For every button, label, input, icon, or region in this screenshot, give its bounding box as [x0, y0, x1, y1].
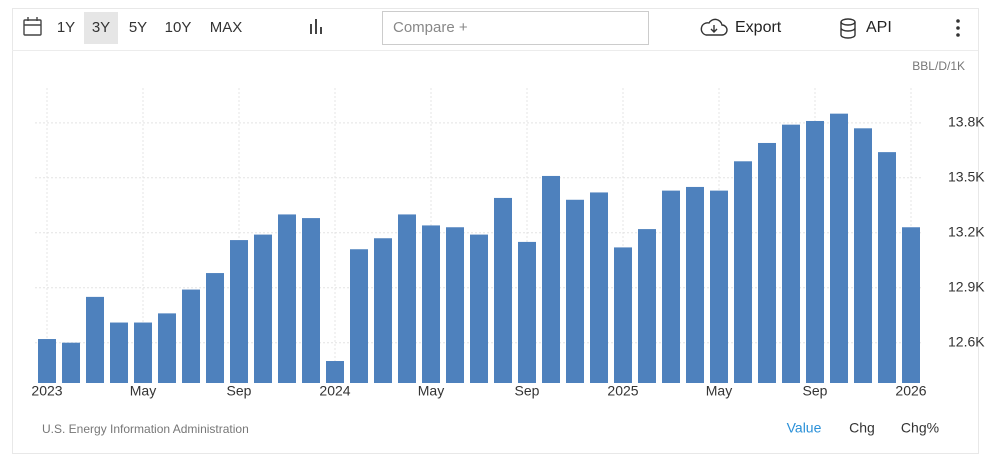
bar [518, 241, 536, 383]
y-tick-label: 13.8K [948, 114, 985, 130]
range-button[interactable]: MAX [210, 19, 243, 36]
bar [350, 249, 368, 383]
x-tick-label: 2026 [895, 383, 926, 399]
bar [830, 113, 848, 384]
source: U.S. Energy Information Administration [42, 422, 249, 436]
x-tick-label: Sep [227, 383, 252, 399]
bar [86, 296, 104, 383]
x-tick-label: 2024 [319, 383, 350, 399]
export-icon[interactable] [700, 18, 728, 36]
y-tick-label: 12.9K [948, 278, 985, 294]
bar [854, 128, 872, 383]
bar [38, 339, 56, 383]
bar [686, 186, 704, 383]
range-selected-bg [84, 12, 118, 44]
x-tick-label: 2023 [31, 383, 62, 399]
x-tick-label: 2025 [607, 383, 638, 399]
mode-button[interactable]: Chg% [901, 420, 939, 436]
bar [590, 192, 608, 383]
bar [566, 199, 584, 383]
bar [494, 197, 512, 383]
range-button[interactable]: 3Y [92, 19, 110, 36]
unit-label: BBL/D/1K [912, 59, 965, 73]
bar [734, 161, 752, 383]
bar [422, 225, 440, 383]
more-menu[interactable] [956, 19, 960, 37]
bar [182, 289, 200, 383]
bar [398, 214, 416, 383]
bar [158, 313, 176, 383]
compare-placeholder: Compare + [393, 19, 468, 36]
bar [638, 229, 656, 383]
bar [374, 238, 392, 383]
bar [470, 234, 488, 383]
export-button[interactable]: Export [735, 19, 782, 36]
api-icon[interactable] [840, 18, 856, 39]
bar [902, 227, 920, 383]
bar [134, 322, 152, 383]
bar [206, 273, 224, 383]
y-tick-label: 12.6K [948, 333, 985, 349]
mode-button[interactable]: Value [787, 420, 822, 436]
x-tick-label: Sep [803, 383, 828, 399]
bar [662, 190, 680, 383]
api-button[interactable]: API [866, 19, 892, 36]
bar [710, 190, 728, 383]
bar [302, 218, 320, 383]
y-tick-label: 13.5K [948, 168, 985, 184]
mode-button[interactable]: Chg [849, 420, 875, 436]
bar [278, 214, 296, 383]
bar [782, 124, 800, 383]
bar [758, 142, 776, 383]
bar [254, 234, 272, 383]
bar [110, 322, 128, 383]
x-tick-label: May [130, 383, 156, 399]
range-button[interactable]: 10Y [165, 19, 192, 36]
bar [62, 342, 80, 383]
bar [446, 227, 464, 383]
compare-input[interactable] [382, 11, 649, 45]
x-tick-label: Sep [515, 383, 540, 399]
calendar-icon[interactable] [23, 17, 42, 36]
bar [878, 152, 896, 383]
x-tick-label: May [418, 383, 444, 399]
y-tick-label: 13.2K [948, 223, 985, 239]
bar [806, 120, 824, 383]
chart-type-icon[interactable] [310, 19, 322, 34]
range-button[interactable]: 1Y [57, 19, 75, 36]
bar [326, 361, 344, 383]
bar [614, 247, 632, 383]
x-tick-label: May [706, 383, 732, 399]
bar [230, 240, 248, 383]
bar [542, 175, 560, 383]
range-button[interactable]: 5Y [129, 19, 147, 36]
